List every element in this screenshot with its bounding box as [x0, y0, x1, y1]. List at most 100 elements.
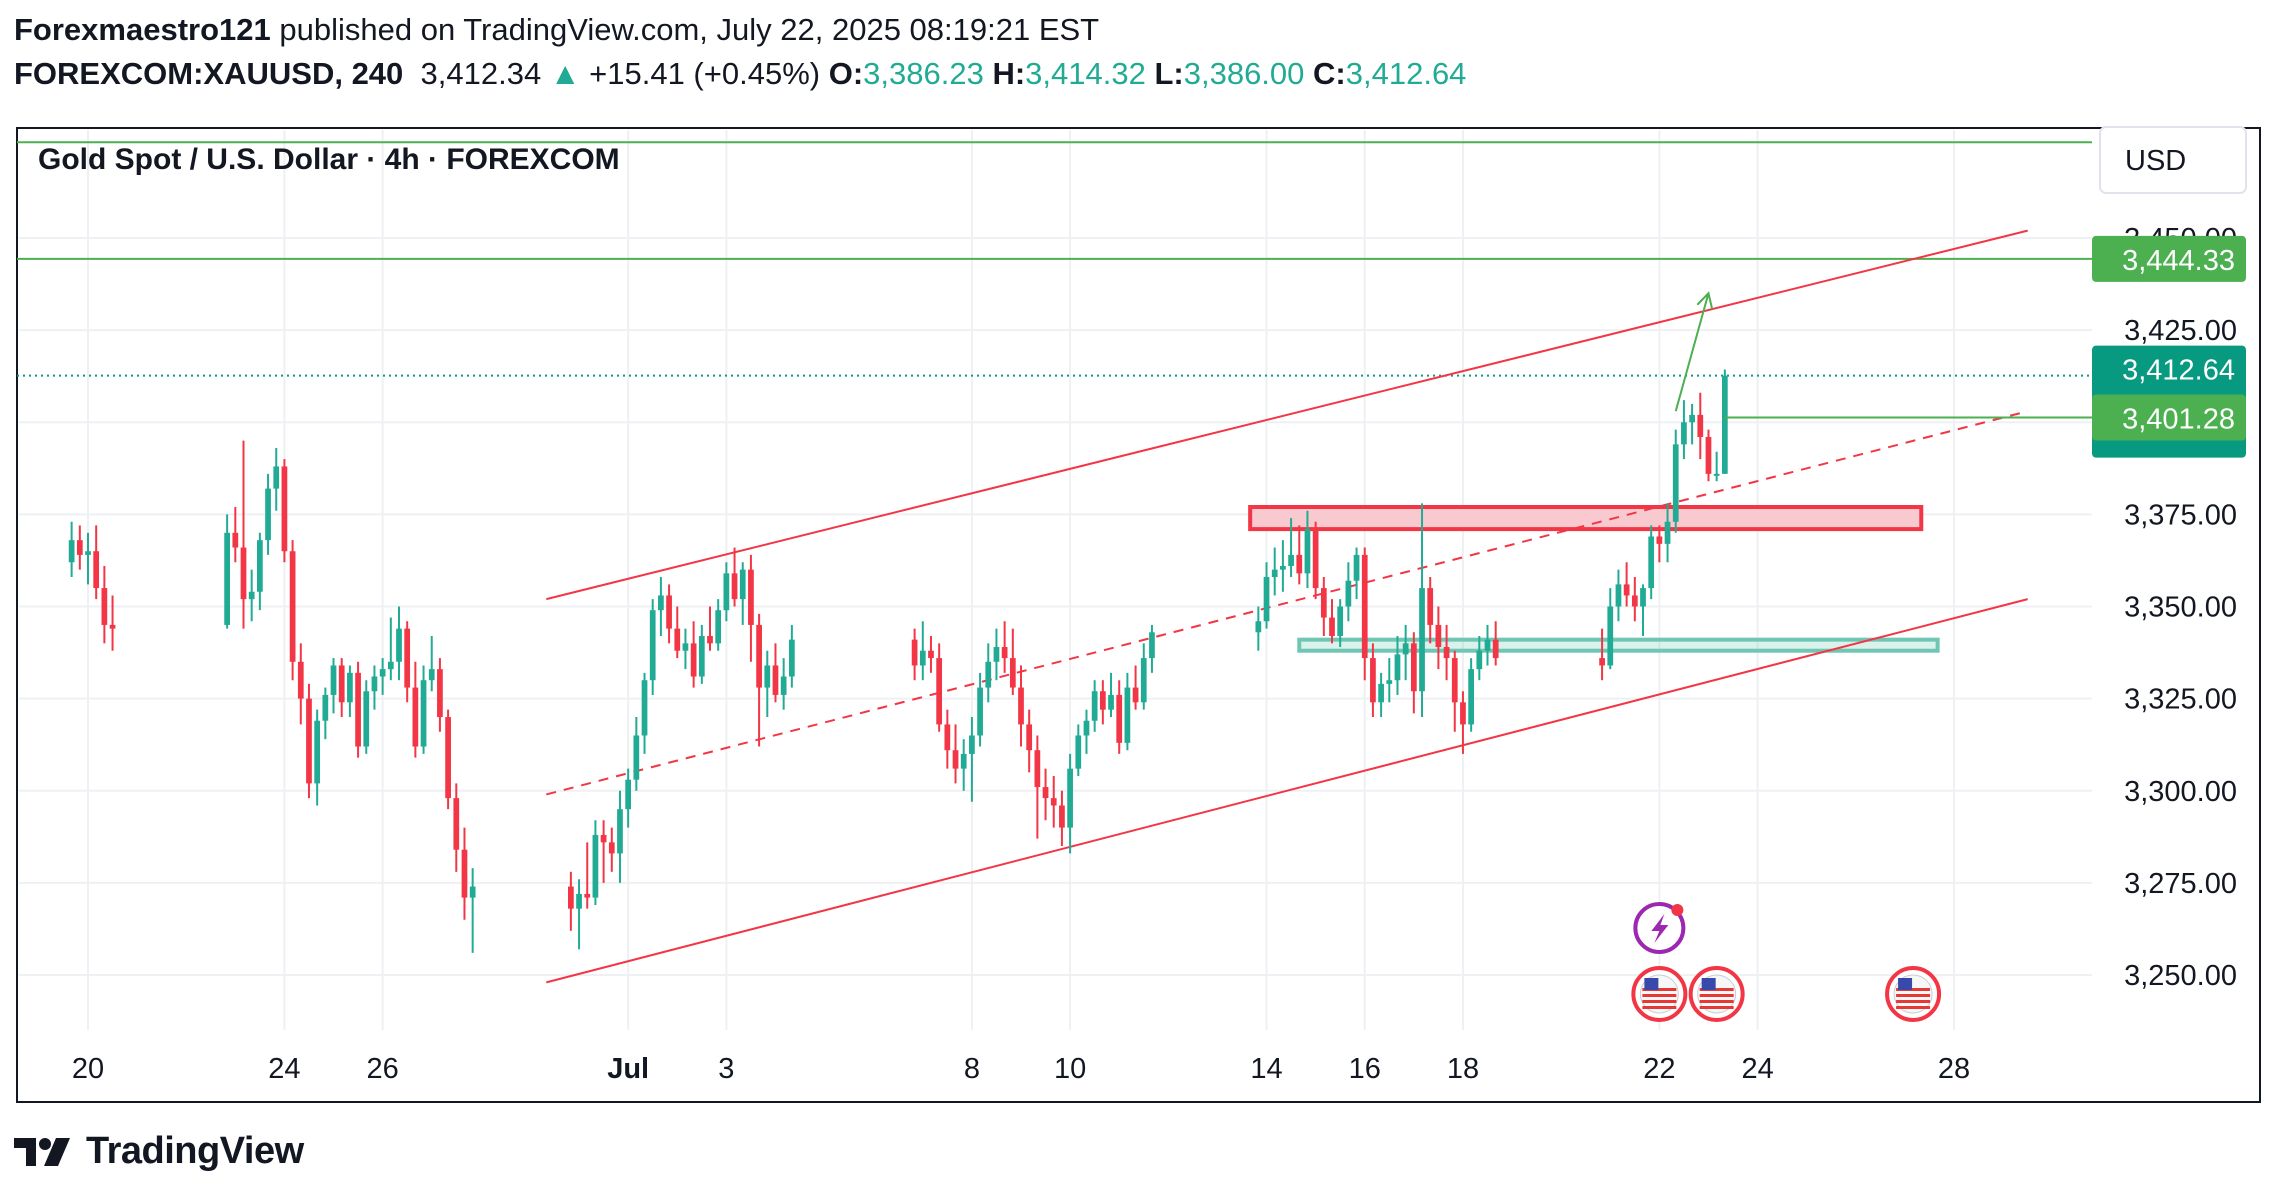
- candle-down: [1099, 680, 1106, 725]
- candle-up: [1140, 643, 1147, 710]
- bolt-glyph: [1651, 914, 1669, 943]
- candle-body: [428, 669, 435, 681]
- candle-up: [1615, 569, 1622, 622]
- candle-body: [1059, 805, 1065, 828]
- candle-body: [1009, 658, 1016, 688]
- candle-body: [461, 849, 468, 898]
- candle-body: [1034, 750, 1041, 788]
- grid: [19, 130, 2092, 1030]
- candle-body: [85, 551, 91, 555]
- candle-down: [568, 871, 574, 931]
- candle-down: [445, 709, 451, 810]
- candle-body: [1149, 632, 1155, 659]
- candle-up: [379, 658, 386, 695]
- candle-body: [1443, 647, 1450, 659]
- candle-up: [1402, 624, 1409, 681]
- author-name[interactable]: Forexmaestro121: [14, 12, 271, 47]
- candle-body: [1394, 654, 1401, 681]
- candle-body: [1263, 577, 1270, 622]
- candle-body: [658, 595, 664, 611]
- candle-up: [1108, 672, 1114, 718]
- candle-down: [1623, 562, 1630, 607]
- candle-down: [1034, 735, 1041, 839]
- candle-down: [1116, 680, 1123, 754]
- candle-down: [1009, 628, 1016, 695]
- candle-body: [109, 624, 116, 629]
- candle-down: [1018, 665, 1024, 747]
- candle-down: [1705, 429, 1712, 482]
- candle-body: [944, 724, 951, 751]
- candle-body: [314, 720, 321, 784]
- candle-up: [347, 665, 353, 718]
- candle-body: [404, 628, 411, 688]
- candle-up: [322, 687, 329, 740]
- candle-down: [707, 606, 713, 651]
- candle-body: [617, 809, 623, 854]
- candle-body: [1640, 588, 1646, 607]
- candle-body: [1296, 554, 1303, 574]
- candle-body: [257, 540, 263, 592]
- candle-body: [1623, 584, 1630, 596]
- candle-up: [420, 665, 427, 754]
- candle-up: [1075, 724, 1082, 777]
- candle-body: [952, 750, 959, 769]
- candle-body: [297, 661, 304, 699]
- open-value: 3,386.23: [863, 56, 984, 91]
- candle-up: [85, 532, 91, 585]
- candle-body: [224, 532, 230, 625]
- flag-stripe: [1642, 1006, 1677, 1009]
- x-tick-label: 8: [964, 1053, 980, 1085]
- candle-down: [1312, 521, 1319, 600]
- x-tick-label: 26: [366, 1053, 398, 1085]
- candle-down: [952, 724, 959, 784]
- candle-body: [682, 643, 689, 651]
- candle-body: [1378, 683, 1384, 703]
- flag-stripe: [1896, 994, 1931, 997]
- candle-down: [1042, 768, 1049, 821]
- candle-body: [592, 834, 599, 898]
- candle-down: [1329, 599, 1335, 644]
- candle-body: [1067, 768, 1073, 828]
- candle-body: [1353, 554, 1360, 581]
- channel: [546, 229, 2028, 984]
- us-flag-icon: [1631, 966, 1688, 1022]
- candle-down: [772, 643, 779, 703]
- high-value: 3,414.32: [1025, 56, 1146, 91]
- candle-down: [1050, 776, 1057, 828]
- resistance-zone: [1248, 505, 1924, 532]
- candle-up: [265, 473, 271, 555]
- x-tick-label: Jul: [607, 1053, 649, 1085]
- candle-down: [109, 595, 116, 651]
- candle-up: [1468, 658, 1474, 732]
- tradingview-logo[interactable]: TradingView: [14, 1130, 304, 1173]
- candle-body: [715, 610, 722, 644]
- candle-down: [608, 827, 615, 872]
- candle-up: [1149, 624, 1155, 673]
- currency-label: USD: [2125, 145, 2186, 177]
- candle-body: [911, 639, 918, 666]
- candle-up: [576, 879, 582, 950]
- published-text: published on TradingView.com, July 22, 2…: [279, 12, 1100, 47]
- price-label-text: 3,401.28: [2122, 404, 2235, 436]
- x-tick-label: 22: [1643, 1053, 1675, 1085]
- symbol-name[interactable]: FOREXCOM:XAUUSD, 240: [14, 56, 404, 91]
- candle-body: [1599, 658, 1605, 666]
- notification-dot: [1671, 904, 1684, 916]
- channel-lower-line: [546, 598, 2028, 984]
- candle-body: [625, 779, 632, 810]
- candle-body: [265, 488, 271, 541]
- candle-body: [772, 665, 779, 695]
- candle-up: [224, 514, 230, 629]
- us-flag-icon: [1885, 966, 1942, 1022]
- x-tick-label: 16: [1349, 1053, 1381, 1085]
- candle-down: [1410, 632, 1417, 714]
- candle-up: [617, 790, 623, 883]
- candle-body: [1427, 588, 1434, 625]
- candle-down: [674, 606, 681, 659]
- candle-down: [944, 709, 951, 769]
- x-axis: 20 24 26 Jul 3 8 10 14 16 18 22 24 28: [72, 1053, 1970, 1085]
- currency-button[interactable]: USD: [2099, 126, 2247, 194]
- candle-down: [306, 683, 312, 799]
- price-label-badge: [2092, 235, 2246, 282]
